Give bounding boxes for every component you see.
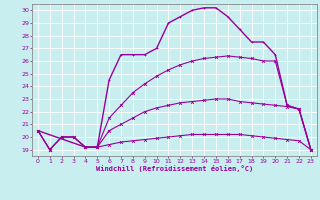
X-axis label: Windchill (Refroidissement éolien,°C): Windchill (Refroidissement éolien,°C) xyxy=(96,165,253,172)
